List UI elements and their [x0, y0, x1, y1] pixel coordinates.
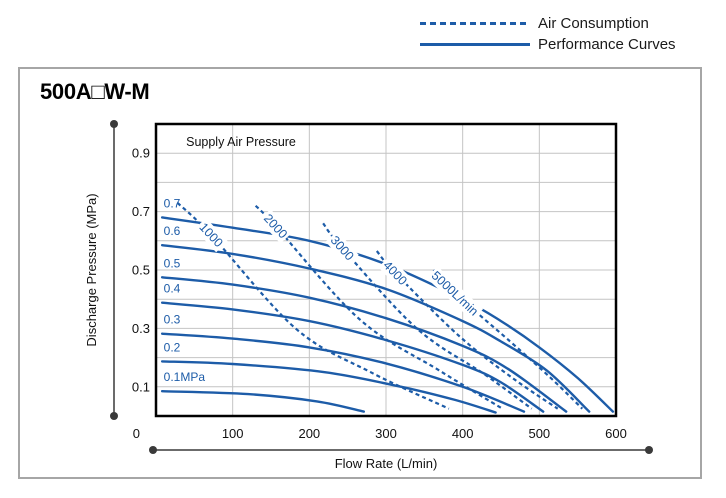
model-title: 500A□W-M [40, 79, 150, 104]
air-label-backing-5000 [426, 266, 484, 321]
dimension-dot-bottom [110, 412, 118, 420]
y-tick-0.1: 0.1 [132, 379, 150, 394]
y-axis-title: Discharge Pressure (MPa) [84, 193, 99, 346]
plot-border [154, 122, 618, 418]
air-consumption-curve-2000 [254, 204, 504, 410]
legend-label-air-consumption: Air Consumption [538, 15, 649, 32]
y-tick-0.9: 0.9 [132, 146, 150, 161]
legend-label-performance-curves: Performance Curves [538, 36, 676, 53]
curve-label-0.6: 0.6 [164, 224, 181, 238]
dimension-dot-top [110, 120, 118, 128]
y-tick-0.5: 0.5 [132, 263, 150, 278]
air-consumption-curve-5000 [432, 269, 584, 410]
performance-curve-0.1 [160, 389, 365, 413]
solid-line-sample-icon [420, 43, 530, 46]
air-label-backing-2000 [258, 209, 293, 244]
x-tick-100: 100 [222, 426, 244, 441]
x-tick-400: 400 [452, 426, 474, 441]
air-consumption-label-5000: 5000L/min [429, 268, 481, 318]
legend-item-air-consumption: Air Consumption [420, 13, 676, 34]
x-tick-500: 500 [528, 426, 550, 441]
x-tick-600: 600 [605, 426, 627, 441]
curve-label-0.1: 0.1MPa [164, 370, 206, 384]
performance-curve-0.7 [160, 216, 615, 413]
y-tick-0.3: 0.3 [132, 321, 150, 336]
x-axis-title: Flow Rate (L/min) [335, 456, 438, 471]
curve-label-0.3: 0.3 [164, 313, 181, 327]
air-label-backing-3000 [325, 231, 359, 266]
performance-curve-0.2 [160, 360, 497, 414]
curve-label-0.5: 0.5 [164, 256, 181, 270]
x-tick-0: 0 [133, 426, 140, 441]
y-tick-0.7: 0.7 [132, 204, 150, 219]
chart-panel: 500A□W-M 1000 2000 3000 4000 5000L/min 0.7 0.6… [18, 67, 702, 479]
legend-item-performance-curves: Performance Curves [420, 34, 676, 55]
dimension-dot-right [645, 446, 653, 454]
x-tick-200: 200 [298, 426, 320, 441]
x-tick-300: 300 [375, 426, 397, 441]
air-label-backing-4000 [378, 256, 412, 291]
performance-curve-0.6 [160, 243, 591, 413]
annotation-supply-air-pressure: Supply Air Pressure [186, 135, 296, 149]
curve-label-0.7: 0.7 [164, 196, 181, 210]
chart-legend: Air Consumption Performance Curves [420, 13, 676, 55]
performance-curve-0.5 [160, 276, 568, 413]
curve-label-0.2: 0.2 [164, 340, 181, 354]
curve-label-0.4: 0.4 [164, 282, 181, 296]
air-label-backing-1000 [194, 218, 228, 253]
dimension-dot-left [149, 446, 157, 454]
dashed-line-sample-icon [420, 22, 530, 25]
